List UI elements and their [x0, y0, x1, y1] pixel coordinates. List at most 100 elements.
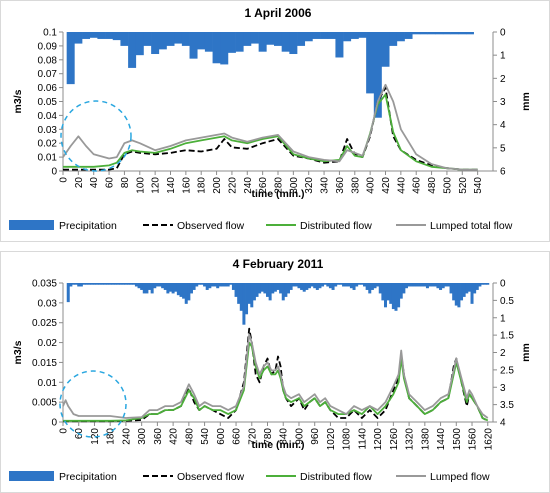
- precip-bar: [360, 283, 364, 285]
- y2-tick-label: 3: [500, 383, 506, 394]
- precip-bar: [335, 32, 344, 58]
- precip-bar: [103, 283, 107, 285]
- precip-bar: [189, 283, 193, 294]
- precip-bar: [465, 283, 469, 294]
- precip-bar: [394, 283, 398, 311]
- precip-bar: [357, 283, 361, 285]
- precip-bar: [273, 283, 277, 292]
- x-tick-label: 260: [258, 177, 269, 194]
- x-tick-label: 200: [212, 177, 223, 194]
- precip-bar: [450, 32, 459, 35]
- legend-label: Distributed flow: [300, 471, 372, 483]
- precip-bar: [204, 32, 213, 52]
- precip-bar: [419, 32, 428, 35]
- highlight-circle: [60, 100, 132, 172]
- x-tick-label: 1320: [405, 428, 416, 451]
- precip-bar: [245, 283, 249, 315]
- x-tick-label: 500: [442, 177, 453, 194]
- x-tick-label: 340: [320, 177, 331, 194]
- x-tick-label: 280: [274, 177, 285, 194]
- x-tick-label: 780: [263, 428, 274, 445]
- highlight-circle: [59, 370, 127, 438]
- y-tick-label: 0.03: [38, 298, 58, 309]
- precip-bar: [250, 32, 259, 44]
- y2-tick-label: 2: [500, 348, 506, 359]
- precip-bar: [321, 283, 325, 287]
- x-tick-label: 160: [181, 177, 192, 194]
- precip-bar: [266, 283, 270, 297]
- x-tick-label: 960: [310, 428, 321, 445]
- precip-bar: [355, 283, 359, 287]
- precip-bar: [481, 283, 485, 285]
- precip-bar: [318, 283, 322, 289]
- precip-bar: [331, 283, 335, 290]
- y2-tick-label: 3.5: [500, 400, 514, 411]
- x-tick-label: 1620: [483, 428, 494, 451]
- precip-bar: [155, 283, 159, 287]
- precip-bar: [82, 32, 91, 39]
- y-tick-label: 0.09: [38, 41, 58, 52]
- precip-bar: [181, 32, 190, 46]
- precip-bar: [74, 283, 78, 285]
- y2-tick-label: 1.5: [500, 331, 514, 342]
- precip-bar: [427, 32, 436, 35]
- precip-bar: [221, 283, 225, 287]
- precip-bar: [294, 283, 298, 287]
- y-tick-label: 0: [51, 418, 57, 429]
- series-line-lumped-flow: [62, 333, 489, 419]
- precip-bar: [151, 32, 160, 55]
- precip-bar: [462, 283, 466, 297]
- y-tick-label: 0.02: [38, 139, 58, 150]
- y-tick-label: 0.07: [38, 69, 58, 80]
- x-tick-label: 100: [135, 177, 146, 194]
- precip-bar: [250, 283, 254, 308]
- precip-bar: [300, 283, 304, 290]
- precip-bar: [312, 32, 321, 39]
- precip-bar: [373, 32, 382, 118]
- x-tick-label: 480: [184, 428, 195, 445]
- precip-bar: [439, 283, 443, 290]
- precip-bar: [153, 283, 157, 289]
- precip-bar: [235, 32, 244, 52]
- precip-bar: [418, 283, 422, 287]
- precip-bar: [373, 283, 377, 289]
- precip-bar: [274, 32, 282, 46]
- y2-tick-label: 1: [500, 51, 506, 62]
- chart-title: 4 February 2011: [233, 257, 324, 271]
- precip-bar: [171, 283, 175, 294]
- precip-bar: [366, 32, 375, 94]
- x-tick-label: 660: [232, 428, 243, 445]
- x-tick-label: 720: [247, 428, 258, 445]
- precip-bar: [305, 283, 309, 290]
- precip-bar: [358, 32, 367, 38]
- precip-bar: [475, 283, 479, 290]
- precip-bar: [302, 283, 306, 292]
- precip-bar: [334, 283, 338, 287]
- precip-bar: [457, 283, 461, 308]
- precip-bar: [224, 283, 228, 287]
- x-tick-label: 900: [294, 428, 305, 445]
- precip-bar: [142, 283, 146, 294]
- precip-bar: [197, 32, 206, 50]
- x-tick-label: 320: [304, 177, 315, 194]
- x-tick-label: 460: [412, 177, 423, 194]
- precip-bar: [90, 283, 94, 285]
- precip-bar: [150, 283, 154, 294]
- y-tick-label: 0.015: [32, 358, 57, 369]
- precip-bar: [396, 32, 405, 42]
- y-tick-label: 0.025: [32, 318, 57, 329]
- precip-bar: [310, 283, 314, 287]
- precip-bar: [276, 283, 280, 290]
- precip-bar: [412, 283, 416, 287]
- precip-bar: [399, 283, 403, 299]
- precip-bar: [258, 283, 262, 294]
- precip-bar: [452, 283, 456, 301]
- precip-bar: [352, 283, 356, 290]
- precip-bar: [119, 283, 123, 285]
- y-axis-label: m3/s: [12, 89, 24, 113]
- precip-bar: [137, 283, 141, 289]
- precip-bar: [315, 283, 319, 290]
- y-tick-label: 0.04: [38, 111, 58, 122]
- precip-bar: [66, 283, 70, 303]
- precip-bar: [458, 32, 467, 35]
